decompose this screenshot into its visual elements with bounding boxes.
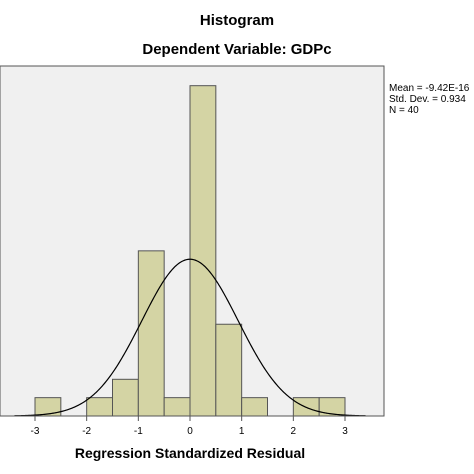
x-tick-label: -3 [31, 426, 40, 437]
x-tick-label: -2 [82, 426, 91, 437]
x-tick-label: 3 [342, 426, 348, 437]
histogram-bars [34, 85, 346, 417]
stat-n: N = 40 [389, 105, 419, 116]
x-axis-label: Regression Standardized Residual [75, 445, 305, 461]
x-tick-label: 1 [239, 426, 245, 437]
histogram-bar [241, 397, 269, 417]
x-tick-label: 0 [187, 426, 193, 437]
histogram-bar [318, 397, 346, 417]
x-tick-label: 2 [291, 426, 297, 437]
histogram-bar [137, 250, 165, 417]
chart-title: Histogram [200, 12, 274, 29]
x-axis-ticks: -3 -2 -1 0 1 2 3 [31, 416, 348, 437]
histogram-bar [163, 397, 191, 417]
histogram-bar [112, 378, 139, 417]
stat-std-dev: Std. Dev. = 0.934 [389, 94, 466, 105]
histogram-bar [86, 397, 113, 417]
x-tick-label: -1 [134, 426, 143, 437]
histogram-bar [215, 323, 243, 417]
stat-mean: Mean = -9.42E-16 [389, 83, 470, 94]
normal-curve [14, 258, 366, 417]
histogram-bar [189, 85, 217, 417]
histogram-bar [34, 397, 62, 417]
chart-subtitle: Dependent Variable: GDPc [142, 41, 331, 58]
